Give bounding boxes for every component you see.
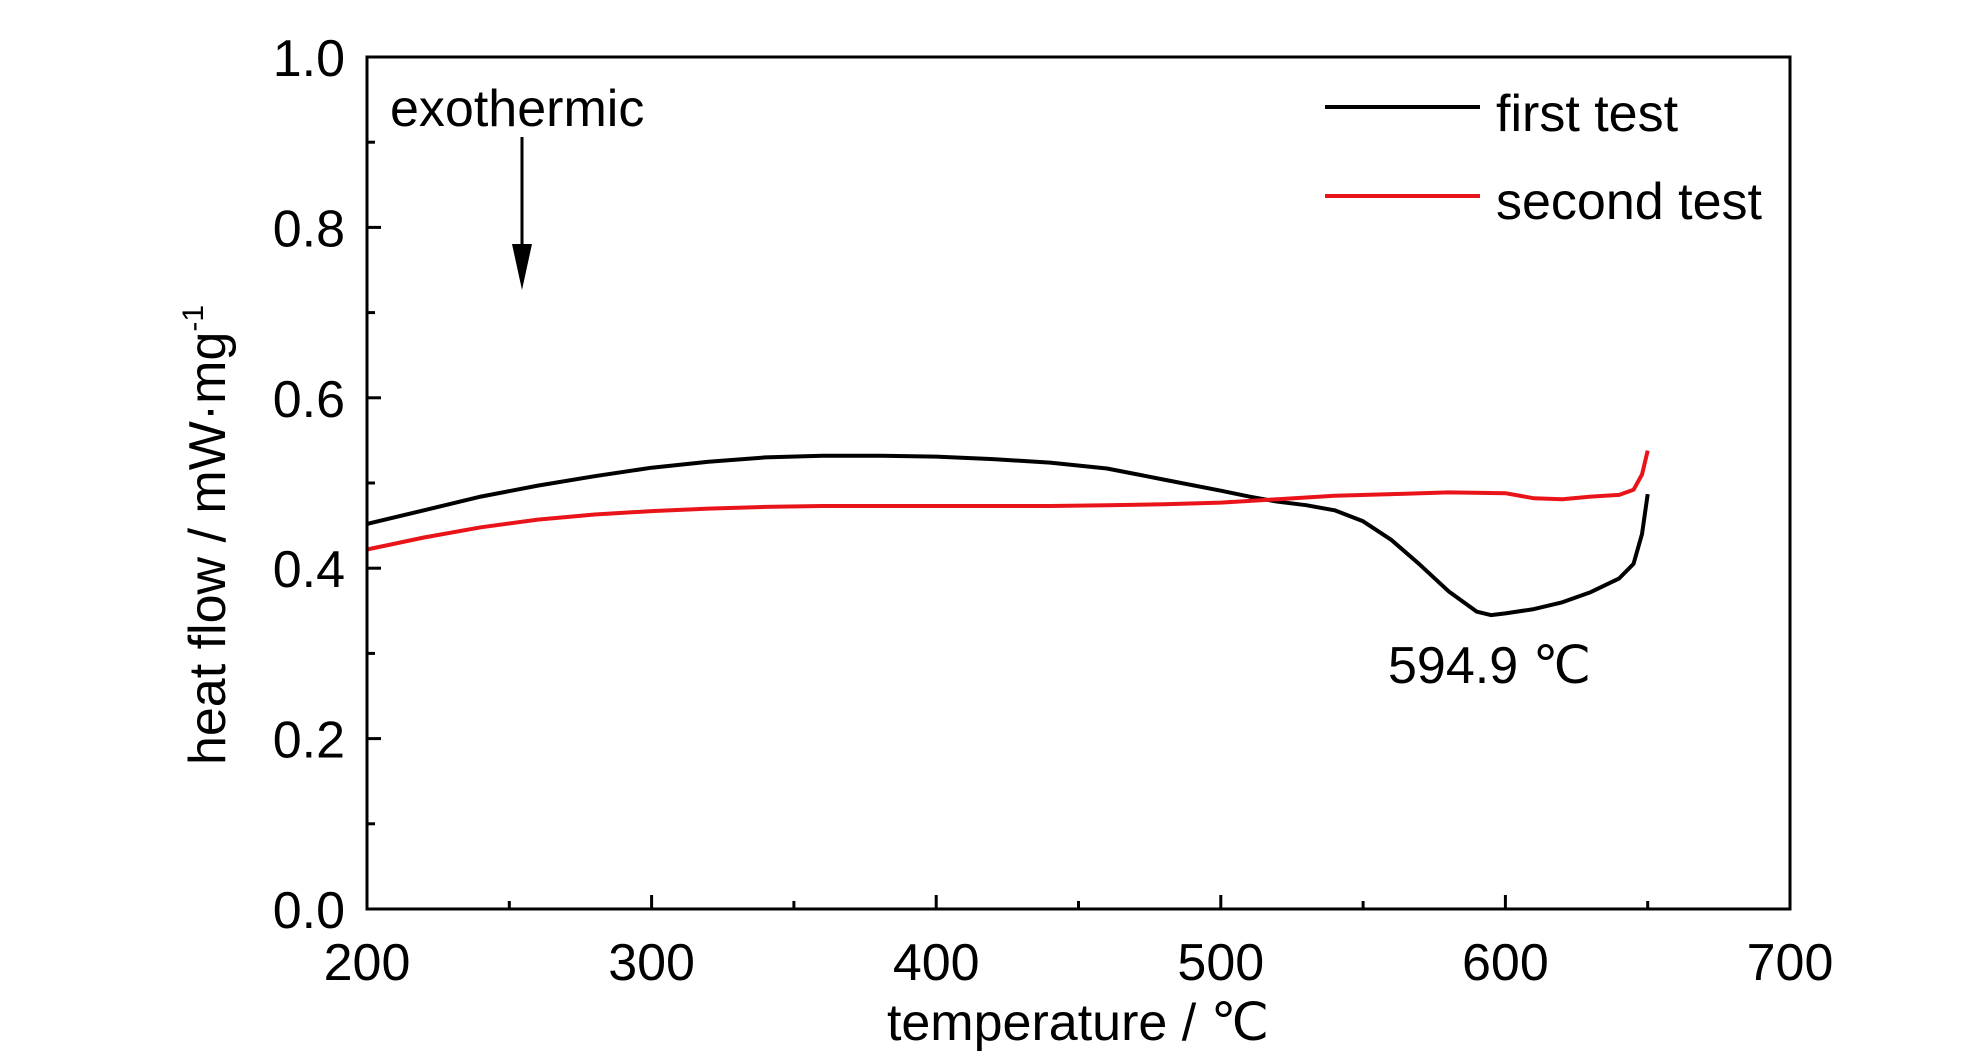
x-tick-label: 600 bbox=[1462, 934, 1549, 992]
y-tick-label: 0.4 bbox=[273, 541, 345, 599]
exothermic-annotation: exothermic bbox=[390, 80, 644, 290]
legend: first test second test bbox=[1325, 85, 1762, 231]
y-tick-label: 0.6 bbox=[273, 371, 345, 429]
y-tick-label: 0.8 bbox=[273, 200, 345, 258]
y-axis-title-superscript: -1 bbox=[177, 305, 210, 332]
series-line-second-test bbox=[366, 450, 1650, 552]
series-layer bbox=[366, 450, 1650, 618]
x-tick-label: 500 bbox=[1177, 934, 1264, 992]
peak-annotation: 594.9 ℃ bbox=[1388, 637, 1591, 695]
y-axis-title-main: heat flow / mW·mg bbox=[179, 332, 237, 765]
x-tick-label: 400 bbox=[893, 934, 980, 992]
y-tick-label: 1.0 bbox=[273, 30, 345, 88]
y-tick-label: 0.2 bbox=[273, 712, 345, 770]
x-tick-label: 700 bbox=[1747, 934, 1834, 992]
y-axis-title-group: heat flow / mW·mg-1 bbox=[177, 305, 237, 765]
x-axis-ticks: 200 300 400 500 600 700 bbox=[324, 895, 1834, 992]
y-tick-label: 0.0 bbox=[273, 882, 345, 940]
y-axis-ticks: 0.0 0.2 0.4 0.6 0.8 1.0 bbox=[273, 30, 381, 940]
x-axis-title: temperature / ℃ bbox=[887, 994, 1269, 1052]
y-axis-title: heat flow / mW·mg-1 bbox=[177, 305, 237, 765]
legend-label-second-test: second test bbox=[1496, 173, 1762, 231]
x-tick-label: 200 bbox=[324, 934, 411, 992]
exothermic-arrow-head bbox=[512, 244, 532, 290]
legend-label-first-test: first test bbox=[1496, 85, 1679, 143]
x-tick-label: 300 bbox=[608, 934, 695, 992]
exothermic-label: exothermic bbox=[390, 80, 644, 138]
